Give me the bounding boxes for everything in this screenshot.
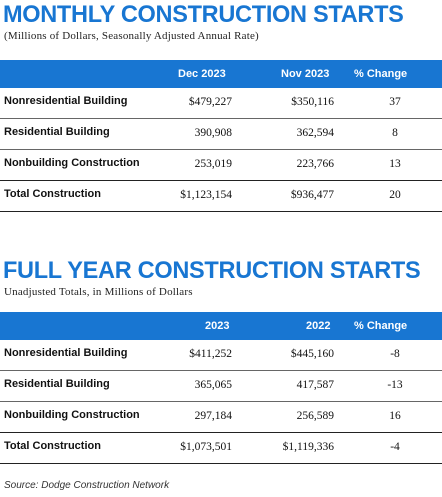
- cell-2023: 297,184: [194, 410, 232, 422]
- row-label: Nonresidential Building: [4, 95, 128, 107]
- divider: [0, 463, 442, 464]
- monthly-col-nov: Nov 2023: [281, 68, 330, 80]
- monthly-col-dec: Dec 2023: [178, 68, 226, 80]
- cell-2022: 256,589: [296, 410, 334, 422]
- divider: [0, 370, 442, 371]
- divider: [0, 180, 442, 181]
- cell-change: 8: [392, 127, 398, 139]
- cell-2023: 365,065: [194, 379, 232, 391]
- yearly-col-2023: 2023: [205, 320, 230, 332]
- row-label: Nonresidential Building: [4, 347, 128, 359]
- table-row: Nonbuilding Construction 297,184 256,589…: [0, 402, 442, 432]
- cell-dec: $479,227: [188, 96, 232, 108]
- yearly-col-change: % Change: [354, 320, 408, 332]
- cell-nov: 362,594: [296, 127, 334, 139]
- row-label: Nonbuilding Construction: [4, 409, 140, 421]
- row-label: Residential Building: [4, 126, 110, 138]
- cell-2022: $445,160: [290, 348, 334, 360]
- table-row: Nonresidential Building $479,227 $350,11…: [0, 88, 442, 118]
- monthly-col-change: % Change: [354, 68, 408, 80]
- yearly-section: FULL YEAR CONSTRUCTION STARTS Unadjusted…: [0, 257, 442, 299]
- row-label: Nonbuilding Construction: [4, 157, 140, 169]
- row-label: Residential Building: [4, 378, 110, 390]
- cell-change: -13: [387, 379, 403, 391]
- cell-change: 37: [389, 96, 401, 108]
- cell-2022: 417,587: [296, 379, 334, 391]
- monthly-header-row: Dec 2023 Nov 2023 % Change: [0, 60, 442, 88]
- cell-change: 20: [389, 189, 401, 201]
- cell-change: 13: [389, 158, 401, 170]
- cell-dec: $1,123,154: [180, 189, 232, 201]
- total-row: Total Construction $1,123,154 $936,477 2…: [0, 181, 442, 211]
- monthly-section: MONTHLY CONSTRUCTION STARTS (Millions of…: [0, 1, 442, 43]
- total-row: Total Construction $1,073,501 $1,119,336…: [0, 433, 442, 463]
- table-row: Nonbuilding Construction 253,019 223,766…: [0, 150, 442, 180]
- cell-2023: $411,252: [189, 348, 232, 360]
- cell-dec: 390,908: [194, 127, 232, 139]
- divider: [0, 211, 442, 212]
- row-label: Total Construction: [4, 440, 101, 452]
- cell-nov: 223,766: [296, 158, 334, 170]
- cell-nov: $350,116: [291, 96, 334, 108]
- cell-2023: $1,073,501: [180, 441, 232, 453]
- divider: [0, 118, 442, 119]
- yearly-col-2022: 2022: [306, 320, 331, 332]
- table-row: Nonresidential Building $411,252 $445,16…: [0, 340, 442, 370]
- cell-nov: $936,477: [290, 189, 334, 201]
- cell-dec: 253,019: [194, 158, 232, 170]
- cell-change: -8: [390, 348, 400, 360]
- yearly-subtitle: Unadjusted Totals, in Millions of Dollar…: [4, 286, 193, 298]
- row-label: Total Construction: [4, 188, 101, 200]
- divider: [0, 401, 442, 402]
- divider: [0, 149, 442, 150]
- yearly-header-row: 2023 2022 % Change: [0, 312, 442, 340]
- divider: [0, 432, 442, 433]
- cell-2022: $1,119,336: [282, 441, 334, 453]
- yearly-table: 2023 2022 % Change Nonresidential Buildi…: [0, 312, 442, 464]
- cell-change: 16: [389, 410, 401, 422]
- monthly-title: MONTHLY CONSTRUCTION STARTS: [2, 1, 404, 28]
- source-note: Source: Dodge Construction Network: [4, 480, 170, 491]
- yearly-title: FULL YEAR CONSTRUCTION STARTS: [2, 257, 421, 284]
- cell-change: -4: [390, 441, 400, 453]
- monthly-table: Dec 2023 Nov 2023 % Change Nonresidentia…: [0, 60, 442, 212]
- table-row: Residential Building 390,908 362,594 8: [0, 119, 442, 149]
- table-row: Residential Building 365,065 417,587 -13: [0, 371, 442, 401]
- monthly-subtitle: (Millions of Dollars, Seasonally Adjuste…: [4, 30, 259, 42]
